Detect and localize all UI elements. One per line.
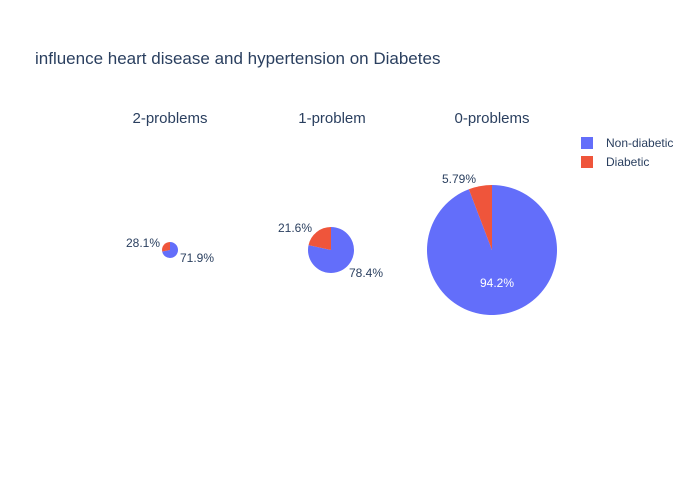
pie-label-0-non-diabetic: 71.9%	[180, 251, 214, 265]
pie-slice-1-diabetic[interactable]	[308, 227, 331, 250]
pie-label-0-diabetic: 28.1%	[126, 236, 160, 250]
legend: Non-diabetic Diabetic	[581, 136, 673, 169]
legend-label-non-diabetic: Non-diabetic	[606, 136, 673, 150]
pies-group: 71.9% 28.1% 78.4% 21.6% 94.2% 5.79%	[126, 172, 557, 315]
pie-subtitle-0-problems: 0-problems	[454, 110, 529, 127]
pie-label-2-non-diabetic: 94.2%	[480, 276, 514, 290]
legend-swatch-non-diabetic	[581, 137, 593, 149]
pie-slice-0-diabetic[interactable]	[161, 242, 170, 252]
pie-slice-0-non-diabetic[interactable]	[162, 242, 178, 258]
pie-label-1-non-diabetic: 78.4%	[349, 266, 383, 280]
legend-item-non-diabetic[interactable]: Non-diabetic	[581, 136, 673, 150]
legend-label-diabetic: Diabetic	[606, 155, 649, 169]
pie-slice-2-diabetic[interactable]	[468, 185, 492, 250]
pie-subtitle-1-problem: 1-problem	[298, 110, 366, 127]
pie-subtitle-2-problems: 2-problems	[132, 110, 207, 127]
legend-item-diabetic[interactable]: Diabetic	[581, 155, 649, 169]
legend-swatch-diabetic	[581, 156, 593, 168]
pie-label-2-diabetic: 5.79%	[442, 172, 476, 186]
pie-label-1-diabetic: 21.6%	[278, 221, 312, 235]
chart-title: influence heart disease and hypertension…	[35, 49, 440, 68]
